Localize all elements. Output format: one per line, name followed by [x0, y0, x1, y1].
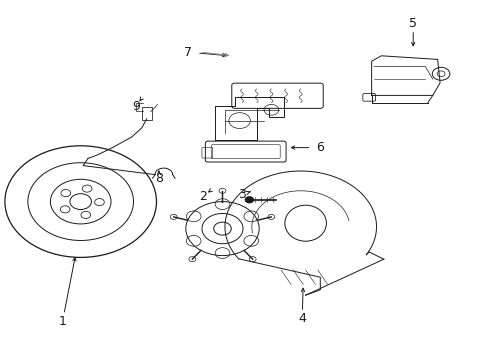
Text: 9: 9: [132, 100, 140, 113]
Circle shape: [244, 197, 253, 203]
Text: 2: 2: [199, 190, 206, 203]
Text: 4: 4: [298, 312, 305, 325]
Text: 1: 1: [59, 315, 66, 328]
Text: 6: 6: [316, 141, 324, 154]
Text: 5: 5: [408, 17, 416, 30]
Text: 7: 7: [184, 46, 192, 59]
Text: 3: 3: [238, 188, 245, 201]
Text: 8: 8: [155, 172, 163, 185]
